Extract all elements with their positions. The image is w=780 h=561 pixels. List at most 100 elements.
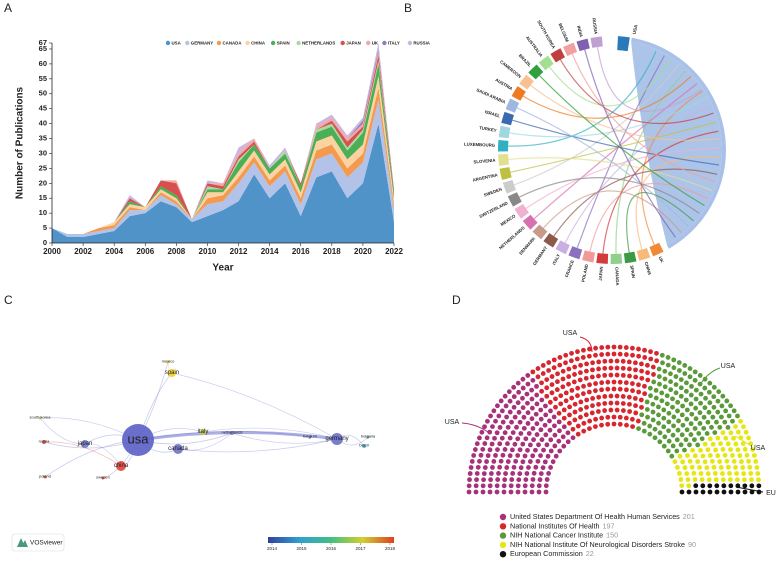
seat	[487, 429, 493, 435]
seat	[563, 398, 569, 404]
seat	[642, 383, 647, 389]
seat	[543, 432, 549, 438]
seat	[525, 381, 531, 387]
chord-segment	[636, 247, 651, 261]
seat	[680, 422, 686, 428]
seat	[599, 415, 605, 421]
seat	[652, 435, 658, 441]
seat	[507, 435, 513, 441]
party-seats	[679, 483, 762, 495]
seat	[511, 384, 517, 390]
seat	[517, 471, 523, 477]
seat	[642, 347, 647, 353]
seat	[653, 395, 659, 401]
seat	[575, 385, 581, 391]
seat	[698, 391, 704, 397]
seat	[702, 385, 708, 391]
seat	[570, 435, 576, 441]
seat	[561, 407, 567, 413]
chord-segment	[555, 240, 570, 255]
chord-link	[527, 82, 720, 141]
seat	[660, 360, 665, 366]
annotation: USA	[563, 330, 578, 337]
seat	[685, 453, 690, 459]
seat	[496, 470, 501, 476]
y-tick-label: 67	[39, 38, 47, 47]
seat	[587, 426, 592, 431]
seat	[630, 424, 636, 429]
chord-segment	[507, 192, 522, 207]
seat	[751, 453, 757, 458]
seat	[525, 410, 531, 416]
seat	[575, 349, 580, 355]
seat	[555, 379, 560, 385]
seat	[551, 365, 557, 371]
seat	[662, 384, 668, 390]
seat	[525, 447, 530, 453]
seat	[551, 357, 557, 363]
seat	[728, 403, 733, 409]
seat	[701, 425, 707, 431]
seat	[518, 465, 524, 471]
legend-label: NIH National Cancer Institute	[510, 531, 603, 540]
seat	[534, 432, 540, 437]
seat	[515, 489, 521, 495]
x-tick-label: 2018	[323, 247, 341, 256]
seat	[689, 464, 695, 470]
party-seats	[466, 373, 576, 495]
seat	[679, 432, 685, 438]
seat	[538, 416, 544, 422]
seat	[491, 459, 497, 464]
chord-segment	[538, 55, 554, 71]
chord-label: JAPAN	[598, 266, 604, 281]
seat	[630, 352, 635, 358]
seat	[739, 459, 744, 464]
seat	[717, 459, 723, 464]
seat	[721, 483, 727, 489]
network-label: germany	[325, 436, 348, 442]
seat	[578, 399, 584, 405]
seat	[521, 425, 527, 431]
seat	[580, 355, 586, 360]
seat	[647, 431, 653, 437]
seat	[730, 418, 735, 424]
seat	[673, 382, 679, 388]
x-tick-label: 2000	[43, 247, 61, 256]
annotation-line	[461, 422, 489, 433]
y-tick-label: 40	[39, 119, 47, 128]
seat	[529, 489, 535, 495]
seat	[661, 443, 667, 449]
seat	[533, 447, 538, 453]
seat	[715, 435, 721, 441]
chord-link	[504, 51, 657, 147]
seat	[693, 489, 699, 495]
seat	[490, 424, 495, 430]
chord-label: SWEDEN	[483, 187, 502, 198]
chord-segment	[576, 38, 590, 52]
seat	[590, 396, 596, 401]
seat	[539, 437, 545, 443]
seat	[596, 366, 601, 372]
seat	[569, 395, 575, 401]
chord-link	[562, 105, 711, 247]
y-tick-label: 5	[43, 223, 47, 232]
seat	[692, 437, 697, 443]
seat	[520, 441, 526, 447]
seat	[565, 430, 571, 436]
seat	[485, 453, 491, 459]
seat	[542, 422, 548, 428]
seat	[749, 483, 755, 489]
seat	[689, 411, 695, 417]
seat	[520, 376, 526, 382]
chord-label: AUSTRIA	[494, 77, 513, 91]
seat	[481, 471, 487, 477]
seat	[489, 441, 495, 447]
legend-label: NIH National Institute Of Neurological D…	[510, 540, 685, 549]
legend-swatch	[499, 523, 507, 530]
seat	[696, 431, 702, 436]
seat	[756, 483, 762, 489]
seat	[636, 382, 641, 388]
seat	[651, 372, 656, 377]
seat	[692, 477, 698, 482]
chord-segment	[582, 250, 596, 263]
